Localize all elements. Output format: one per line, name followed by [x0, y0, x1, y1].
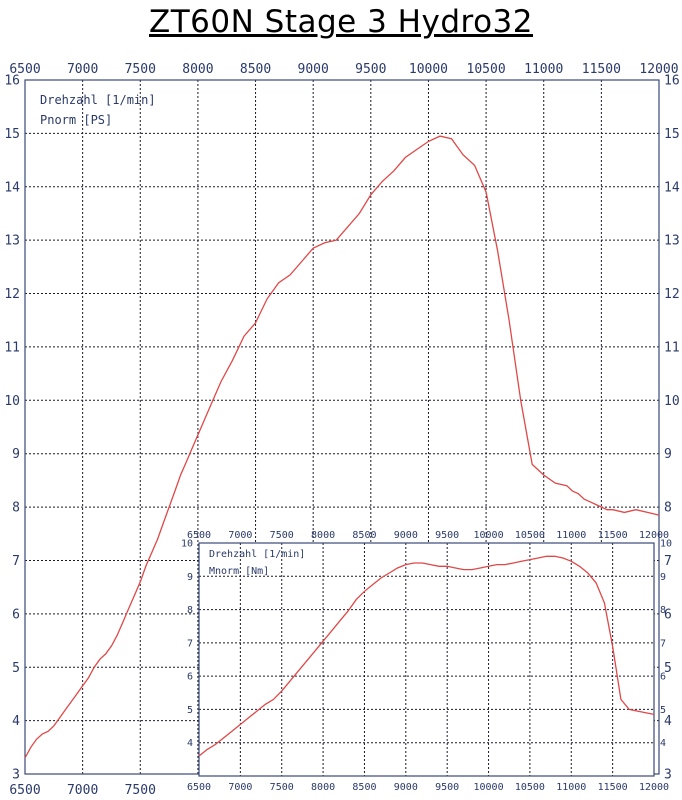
x-tick-label-top: 9000: [394, 530, 418, 541]
x-tick-label-top: 10500: [515, 530, 545, 541]
x-tick-label-bottom: 11500: [598, 782, 628, 793]
x-tick-label-top: 12000: [639, 62, 678, 77]
y-tick-label-right: 5: [664, 661, 672, 676]
y-tick-label-left: 4: [12, 714, 20, 729]
plot-frame: [198, 542, 655, 777]
y-tick-label-right: 8: [664, 501, 672, 516]
legend-entry: Drehzahl [1/min]: [40, 93, 156, 107]
x-tick-label-top: 7000: [67, 62, 98, 77]
x-tick-label-bottom: 10500: [515, 782, 545, 793]
y-tick-label-left: 8: [12, 501, 20, 516]
y-tick-label-left: 3: [12, 768, 20, 783]
x-tick-label-bottom: 11000: [556, 782, 586, 793]
x-tick-label-top: 10000: [409, 62, 448, 77]
x-tick-label-bottom: 7000: [228, 782, 252, 793]
x-tick-label-bottom: 10000: [473, 782, 503, 793]
y-tick-label-right: 10: [664, 394, 680, 409]
y-tick-label-left: 16: [4, 74, 20, 89]
x-tick-label-bottom: 6500: [9, 783, 40, 798]
y-tick-label-right: 4: [660, 738, 666, 749]
y-tick-label-left: 4: [187, 738, 193, 749]
y-tick-label-left: 7: [12, 554, 20, 569]
y-tick-label-left: 5: [187, 705, 193, 716]
y-tick-label-right: 15: [664, 127, 680, 142]
x-tick-label-bottom: 7000: [67, 783, 98, 798]
y-tick-label-right: 9: [660, 572, 666, 583]
x-tick-label-top: 7500: [270, 530, 294, 541]
y-tick-label-left: 8: [187, 605, 193, 616]
y-tick-label-left: 9: [12, 447, 20, 462]
x-tick-label-top: 8500: [240, 62, 271, 77]
legend-entry: Pnorm [PS]: [40, 113, 112, 127]
x-tick-label-top: 7500: [125, 62, 156, 77]
y-tick-label-right: 16: [664, 74, 680, 89]
x-tick-label-top: 11500: [582, 62, 621, 77]
series-line: [24, 135, 660, 759]
y-tick-label-left: 7: [187, 638, 193, 649]
legend-entry: Mnorm [Nm]: [209, 566, 269, 577]
x-tick-label-bottom: 7500: [125, 783, 156, 798]
y-tick-label-left: 6: [187, 672, 193, 683]
y-tick-label-right: 9: [664, 447, 672, 462]
x-tick-label-top: 7000: [228, 530, 252, 541]
y-tick-label-left: 13: [4, 234, 20, 249]
y-tick-label-right: 12: [664, 287, 680, 302]
x-tick-label-top: 10000: [473, 530, 503, 541]
y-tick-label-right: 3: [664, 768, 672, 783]
y-tick-label-right: 4: [664, 714, 672, 729]
x-tick-label-top: 10500: [467, 62, 506, 77]
x-tick-label-top: 9000: [298, 62, 329, 77]
chart-title: ZT60N Stage 3 Hydro32: [149, 4, 533, 40]
x-tick-label-top: 11500: [598, 530, 628, 541]
y-tick-label-left: 10: [4, 394, 20, 409]
x-tick-label-bottom: 9000: [394, 782, 418, 793]
x-tick-label-top: 6500: [9, 62, 40, 77]
x-tick-label-bottom: 12000: [639, 782, 669, 793]
x-tick-label-top: 8000: [311, 530, 335, 541]
x-tick-label-top: 11000: [556, 530, 586, 541]
y-tick-label-left: 9: [187, 572, 193, 583]
x-tick-label-bottom: 8000: [311, 782, 335, 793]
x-tick-label-top: 9500: [355, 62, 386, 77]
power-chart: 6500 7000 7500 8000 8500 9000 9500 10000 10500 11…: [4, 62, 679, 798]
x-tick-label-bottom: 6500: [187, 782, 211, 793]
y-tick-label-right: 7: [660, 638, 666, 649]
y-tick-label-right: 14: [664, 180, 680, 195]
torque-chart-inset: 6500 7000 7500 8000 8500 9000 9500 10000 10500 11…: [181, 530, 672, 793]
y-tick-label-right: 13: [664, 234, 680, 249]
x-tick-label-top: 12000: [639, 530, 669, 541]
x-tick-label-bottom: 9500: [435, 782, 459, 793]
y-tick-label-left: 15: [4, 127, 20, 142]
y-tick-label-right: 5: [660, 705, 666, 716]
x-tick-label-bottom: 8500: [352, 782, 376, 793]
y-tick-label-right: 11: [664, 340, 680, 355]
y-tick-label-right: 8: [660, 605, 666, 616]
y-tick-label-right: 10: [660, 539, 672, 550]
y-tick-label-left: 14: [4, 180, 20, 195]
x-tick-label-top: 9500: [435, 530, 459, 541]
series-line: [198, 555, 655, 757]
y-tick-label-left: 10: [181, 539, 193, 550]
legend-entry: Drehzahl [1/min]: [209, 549, 305, 560]
y-tick-label-right: 6: [660, 672, 666, 683]
y-tick-label-right: 7: [664, 554, 672, 569]
x-tick-label-top: 11000: [524, 62, 563, 77]
y-tick-label-left: 11: [4, 340, 20, 355]
y-tick-label-right: 6: [664, 607, 672, 622]
y-tick-label-left: 5: [12, 661, 20, 676]
x-tick-label-top: 8000: [182, 62, 213, 77]
plot-background: [199, 543, 654, 776]
y-tick-label-left: 6: [12, 607, 20, 622]
y-tick-label-left: 12: [4, 287, 20, 302]
x-tick-label-top: 8500: [352, 530, 376, 541]
x-tick-label-top: 6500: [187, 530, 211, 541]
x-tick-label-bottom: 7500: [270, 782, 294, 793]
